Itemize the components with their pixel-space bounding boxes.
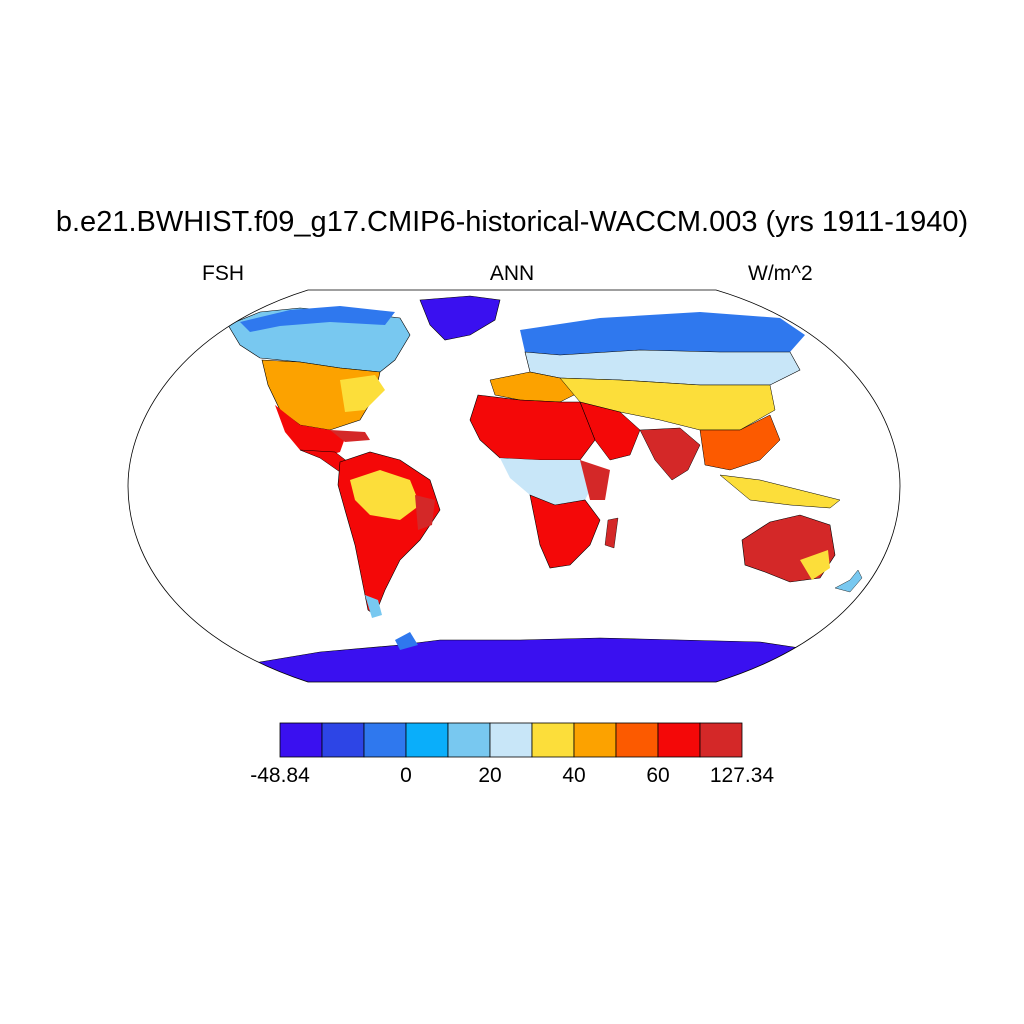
globe-outline — [127, 289, 901, 683]
colorbar-swatch-4 — [447, 722, 491, 758]
eurasia-arctic — [520, 312, 805, 355]
india — [639, 427, 701, 481]
colorbar-tick-label: 20 — [478, 764, 502, 787]
colorbar-swatch-10 — [699, 722, 743, 758]
north-america-mid — [261, 359, 381, 431]
colorbar-swatch-0 — [279, 722, 323, 758]
colorbar-swatch-8 — [615, 722, 659, 758]
colorbar-swatch-2 — [363, 722, 407, 758]
north-america-arctic — [240, 306, 395, 332]
colorbar-tick-label: 0 — [400, 764, 412, 787]
land-fields — [128, 295, 900, 682]
north-america-east — [340, 375, 385, 412]
madagascar — [604, 517, 619, 549]
south-america-amazon — [350, 470, 420, 520]
caribbean — [330, 430, 370, 442]
colorbar-swatch-3 — [405, 722, 449, 758]
south-america-east — [415, 495, 435, 530]
colorbar-tick-label: 40 — [562, 764, 586, 787]
colorbar-tick-label: -48.84 — [250, 764, 310, 787]
season-label: ANN — [489, 262, 535, 285]
southeast-asia — [719, 474, 841, 509]
colorbar-swatch-5 — [489, 722, 533, 758]
africa-south — [529, 494, 601, 569]
variable-label: FSH — [202, 262, 244, 285]
colorbar-tick-label: 60 — [646, 764, 670, 787]
north-america-south — [275, 405, 345, 458]
units-label: W/m^2 — [748, 262, 813, 285]
new-zealand — [834, 569, 863, 593]
colorbar-swatch-1 — [321, 722, 365, 758]
colorbar-swatch-9 — [657, 722, 701, 758]
africa-central — [500, 458, 595, 505]
figure-title: b.e21.BWHIST.f09_g17.CMIP6-historical-WA… — [55, 206, 969, 238]
colorbar-swatch-6 — [531, 722, 575, 758]
colorbar-swatch-7 — [573, 722, 617, 758]
east-asia — [699, 414, 781, 471]
colorbar-tick-label: 127.34 — [709, 764, 775, 787]
australia-southeast — [800, 550, 830, 580]
patagonia — [365, 595, 382, 618]
europe — [489, 371, 581, 403]
greenland — [419, 295, 501, 341]
africa-east — [580, 460, 610, 500]
antarctic-peninsula — [395, 632, 418, 650]
